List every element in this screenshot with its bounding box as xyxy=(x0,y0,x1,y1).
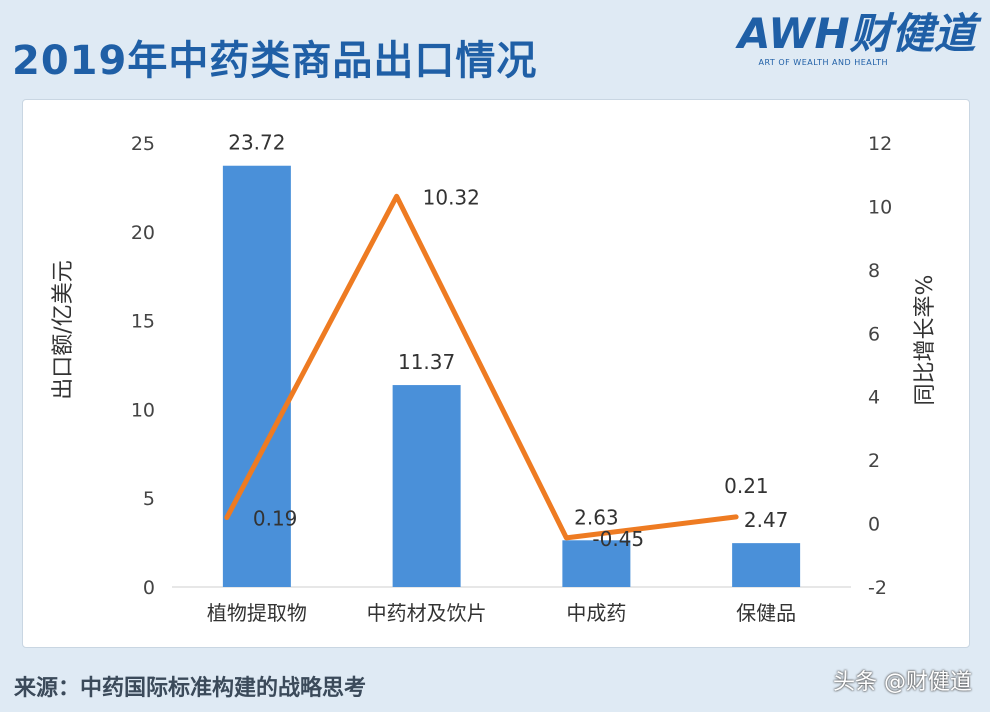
category-label: 中药材及饮片 xyxy=(367,601,487,625)
right-tick-label: 12 xyxy=(868,133,892,155)
bar-value-label: 23.72 xyxy=(228,131,285,155)
bar-value-label: 2.47 xyxy=(744,508,789,532)
watermark: 头条 @财健道 xyxy=(833,670,972,695)
left-tick-label: 0 xyxy=(143,577,155,599)
line-value-label: 0.19 xyxy=(253,507,298,531)
category-label: 植物提取物 xyxy=(207,601,307,625)
bar xyxy=(732,543,801,587)
page-title: 2019年中药类商品出口情况 xyxy=(12,38,538,84)
bar-value-label: 11.37 xyxy=(398,350,455,374)
left-tick-label: 10 xyxy=(131,399,155,421)
right-tick-label: 0 xyxy=(868,514,880,536)
category-label: 保健品 xyxy=(736,601,796,625)
right-axis-title: 同比增长率% xyxy=(913,275,938,406)
bar xyxy=(562,540,631,587)
left-tick-label: 20 xyxy=(131,222,155,244)
right-tick-label: 4 xyxy=(868,387,880,409)
line-value-label: 10.32 xyxy=(423,185,480,209)
category-label: 中成药 xyxy=(566,601,626,625)
source-note: 来源：中药国际标准构建的战略思考 xyxy=(14,676,367,701)
left-tick-label: 25 xyxy=(131,133,155,155)
growth-line xyxy=(224,193,739,541)
logo-wordmark: AWH财健道 xyxy=(738,9,976,58)
right-tick-label: -2 xyxy=(868,577,887,599)
line-value-label: -0.45 xyxy=(592,527,644,551)
chart-panel xyxy=(22,99,970,648)
right-tick-label: 8 xyxy=(868,260,880,282)
line-value-label: 0.21 xyxy=(724,474,769,498)
right-tick-label: 10 xyxy=(868,196,892,218)
left-tick-label: 15 xyxy=(131,311,155,333)
left-tick-label: 5 xyxy=(143,488,155,510)
brand-logo: AWH财健道 ART OF WEALTH AND HEALTH xyxy=(738,9,976,82)
bar xyxy=(222,165,291,588)
logo-tagline: ART OF WEALTH AND HEALTH xyxy=(758,58,888,67)
right-tick-label: 6 xyxy=(868,323,880,345)
left-axis-title: 出口额/亿美元 xyxy=(51,260,76,399)
bar-value-label: 2.63 xyxy=(574,505,619,529)
right-tick-label: 2 xyxy=(868,450,880,472)
bar xyxy=(392,385,461,587)
